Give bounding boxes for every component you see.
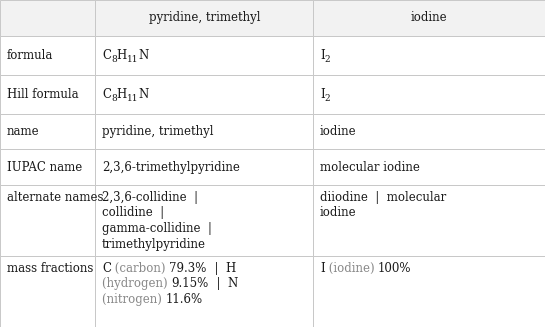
Text: iodine: iodine bbox=[320, 206, 356, 219]
Text: formula: formula bbox=[7, 49, 53, 61]
Text: |: | bbox=[207, 262, 226, 275]
Text: I: I bbox=[320, 49, 325, 61]
Bar bbox=[0, 36, 95, 75]
Text: molecular iodine: molecular iodine bbox=[320, 161, 420, 174]
Bar bbox=[95, 75, 313, 114]
Bar bbox=[313, 185, 545, 256]
Text: 2,3,6-collidine  |: 2,3,6-collidine | bbox=[102, 191, 198, 204]
Text: iodine: iodine bbox=[320, 125, 356, 138]
Bar bbox=[0, 256, 95, 327]
Bar bbox=[0, 185, 95, 256]
Text: IUPAC name: IUPAC name bbox=[7, 161, 82, 174]
Text: trimethylpyridine: trimethylpyridine bbox=[102, 238, 206, 251]
Text: I: I bbox=[320, 262, 325, 275]
Bar bbox=[95, 114, 313, 149]
Text: N: N bbox=[138, 49, 149, 61]
Bar bbox=[95, 185, 313, 256]
Bar bbox=[313, 75, 545, 114]
Text: 8: 8 bbox=[111, 55, 117, 64]
Bar bbox=[313, 149, 545, 185]
Text: 11: 11 bbox=[127, 94, 138, 103]
Bar bbox=[0, 0, 95, 36]
Text: 2: 2 bbox=[325, 94, 330, 103]
Text: (nitrogen): (nitrogen) bbox=[102, 293, 166, 306]
Text: pyridine, trimethyl: pyridine, trimethyl bbox=[149, 11, 260, 24]
Text: mass fractions: mass fractions bbox=[7, 262, 93, 275]
Bar bbox=[313, 114, 545, 149]
Text: pyridine, trimethyl: pyridine, trimethyl bbox=[102, 125, 214, 138]
Text: N: N bbox=[138, 88, 149, 101]
Text: 79.3%: 79.3% bbox=[169, 262, 207, 275]
Text: H: H bbox=[226, 262, 235, 275]
Text: |: | bbox=[209, 278, 227, 290]
Text: 9.15%: 9.15% bbox=[171, 278, 209, 290]
Text: Hill formula: Hill formula bbox=[7, 88, 78, 101]
Text: 100%: 100% bbox=[378, 262, 411, 275]
Bar bbox=[0, 149, 95, 185]
Bar bbox=[0, 114, 95, 149]
Text: (carbon): (carbon) bbox=[111, 262, 169, 275]
Bar bbox=[95, 36, 313, 75]
Text: collidine  |: collidine | bbox=[102, 206, 164, 219]
Bar bbox=[313, 36, 545, 75]
Text: C: C bbox=[102, 262, 111, 275]
Text: C: C bbox=[102, 88, 111, 101]
Text: gamma-collidine  |: gamma-collidine | bbox=[102, 222, 212, 235]
Text: H: H bbox=[117, 49, 127, 61]
Bar bbox=[95, 256, 313, 327]
Bar bbox=[313, 0, 545, 36]
Text: 11.6%: 11.6% bbox=[166, 293, 203, 306]
Text: alternate names: alternate names bbox=[7, 191, 103, 204]
Text: (hydrogen): (hydrogen) bbox=[102, 278, 171, 290]
Text: 2: 2 bbox=[325, 55, 330, 64]
Bar bbox=[95, 149, 313, 185]
Text: 2,3,6-trimethylpyridine: 2,3,6-trimethylpyridine bbox=[102, 161, 240, 174]
Text: iodine: iodine bbox=[411, 11, 447, 24]
Text: N: N bbox=[227, 278, 238, 290]
Text: I: I bbox=[320, 88, 325, 101]
Text: 8: 8 bbox=[111, 94, 117, 103]
Text: C: C bbox=[102, 49, 111, 61]
Text: H: H bbox=[117, 88, 127, 101]
Text: 11: 11 bbox=[127, 55, 138, 64]
Text: diiodine  |  molecular: diiodine | molecular bbox=[320, 191, 446, 204]
Text: name: name bbox=[7, 125, 39, 138]
Text: (iodine): (iodine) bbox=[325, 262, 378, 275]
Bar bbox=[95, 0, 313, 36]
Bar bbox=[0, 75, 95, 114]
Bar bbox=[313, 256, 545, 327]
